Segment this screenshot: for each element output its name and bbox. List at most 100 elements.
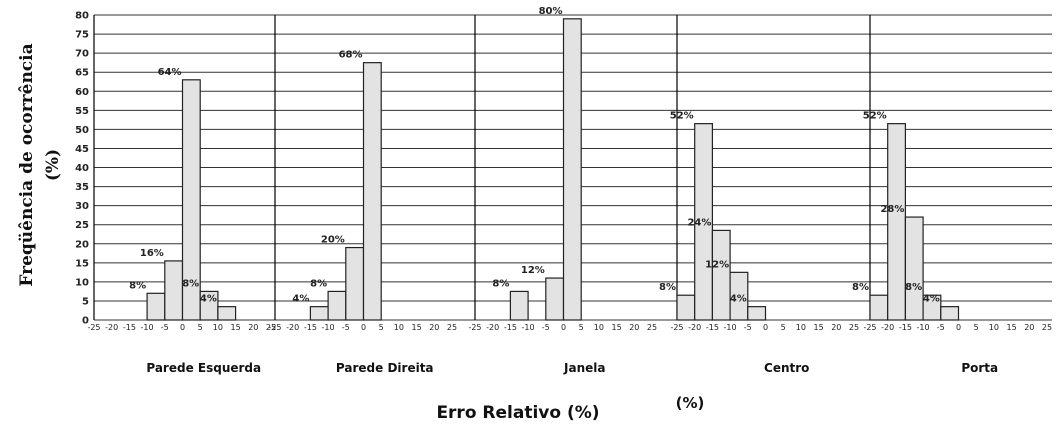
x-tick-label: -5 [161, 323, 169, 332]
bar-data-label: 8% [310, 278, 327, 289]
panel-title: Parede Direita [336, 361, 434, 375]
x-axis-title: Erro Relativo (%) [436, 403, 599, 423]
x-tick-label: -5 [744, 323, 752, 332]
y-tick-label: 45 [75, 144, 89, 155]
x-tick-label: -25 [863, 323, 876, 332]
y-tick-label: 55 [75, 106, 89, 117]
y-tick-label: 60 [75, 87, 89, 98]
x-tick-label: -15 [504, 323, 517, 332]
histogram-bar [164, 260, 184, 321]
histogram-bar [309, 306, 329, 321]
bar-data-label: 80% [539, 6, 563, 17]
histogram-bar [146, 292, 166, 321]
bar-data-label: 64% [158, 67, 182, 78]
histogram-bar [199, 290, 219, 321]
bar-data-label: 8% [182, 278, 199, 289]
x-tick-label: 20 [248, 323, 258, 332]
x-tick-label: -20 [688, 323, 701, 332]
panel-title: Janela [563, 361, 605, 375]
x-tick-label: -25 [268, 323, 281, 332]
histogram-bar [887, 123, 907, 321]
bar-data-label: 8% [492, 278, 509, 289]
histogram-bar [362, 62, 382, 321]
x-tick-label: 15 [612, 323, 622, 332]
x-tick-label: -20 [286, 323, 299, 332]
histogram-bar [562, 18, 582, 321]
x-tick-label: 25 [1042, 323, 1052, 332]
y-tick-label: 0 [82, 316, 89, 327]
histogram-bar [694, 123, 714, 321]
x-tick-label: 25 [647, 323, 657, 332]
x-tick-label: -15 [123, 323, 136, 332]
bar-data-label: 52% [670, 111, 694, 122]
x-tick-label: 0 [956, 323, 961, 332]
x-tick-label: 25 [849, 323, 859, 332]
bar-data-label: 8% [905, 282, 922, 293]
x-tick-label: 20 [1024, 323, 1034, 332]
x-tick-label: -5 [937, 323, 945, 332]
histogram-bar [545, 277, 565, 321]
x-tick-label: 20 [629, 323, 639, 332]
x-tick-label: 10 [796, 323, 806, 332]
y-tick-label: 25 [75, 220, 89, 231]
bar-data-label: 16% [140, 248, 164, 259]
x-tick-label: 5 [781, 323, 786, 332]
bar-data-label: 8% [129, 280, 146, 291]
y-tick-label: 70 [75, 49, 89, 60]
panel-title: Parede Esquerda [146, 361, 261, 375]
x-tick-label: 5 [974, 323, 979, 332]
bar-data-label: 12% [705, 259, 729, 270]
x-tick-label: 0 [561, 323, 566, 332]
x-tick-label: 25 [447, 323, 457, 332]
x-tick-label: 20 [831, 323, 841, 332]
x-tick-label: -15 [706, 323, 719, 332]
x-tick-label: 0 [361, 323, 366, 332]
x-tick-label: 5 [579, 323, 584, 332]
bar-data-label: 12% [521, 265, 545, 276]
x-tick-label: 10 [594, 323, 604, 332]
x-tick-label: -25 [670, 323, 683, 332]
x-tick-label: -25 [468, 323, 481, 332]
bar-data-label: 4% [730, 294, 747, 305]
x-tick-label: 0 [180, 323, 185, 332]
bar-data-label: 4% [923, 294, 940, 305]
y-tick-label: 65 [75, 68, 89, 79]
y-axis-title-unit: (%) [43, 149, 63, 181]
x-tick-label: -10 [724, 323, 737, 332]
x-tick-label: 10 [989, 323, 999, 332]
x-tick-label: -10 [522, 323, 535, 332]
x-tick-label: -20 [486, 323, 499, 332]
histogram-bar [181, 79, 201, 321]
bar-data-label: 8% [659, 282, 676, 293]
y-tick-label: 35 [75, 182, 89, 193]
histogram-bar [217, 306, 237, 321]
y-tick-label: 5 [82, 296, 89, 307]
histogram-bar [509, 290, 529, 321]
x-tick-label: -5 [542, 323, 550, 332]
histogram-bar [676, 294, 696, 321]
x-tick-label: 25 [266, 323, 276, 332]
x-axis-unit: (%) [676, 394, 705, 412]
x-tick-label: 10 [213, 323, 223, 332]
histogram-bar [904, 216, 924, 321]
y-tick-label: 75 [75, 30, 89, 41]
y-tick-label: 10 [75, 277, 89, 288]
histogram-bar [940, 306, 960, 321]
bar-data-label: 8% [852, 282, 869, 293]
y-axis-title: Freqüência de ocorrência [17, 43, 37, 286]
y-tick-label: 50 [75, 125, 89, 136]
x-tick-label: -10 [322, 323, 335, 332]
x-tick-label: -10 [141, 323, 154, 332]
y-tick-label: 80 [75, 11, 89, 22]
histogram-bar [869, 294, 889, 321]
panel-title: Centro [764, 361, 809, 375]
x-tick-label: 15 [231, 323, 241, 332]
x-tick-label: -15 [304, 323, 317, 332]
bar-data-label: 4% [200, 294, 217, 305]
histogram-bar [345, 246, 365, 321]
x-tick-label: 10 [394, 323, 404, 332]
y-tick-label: 30 [75, 201, 89, 212]
x-tick-label: -20 [881, 323, 894, 332]
